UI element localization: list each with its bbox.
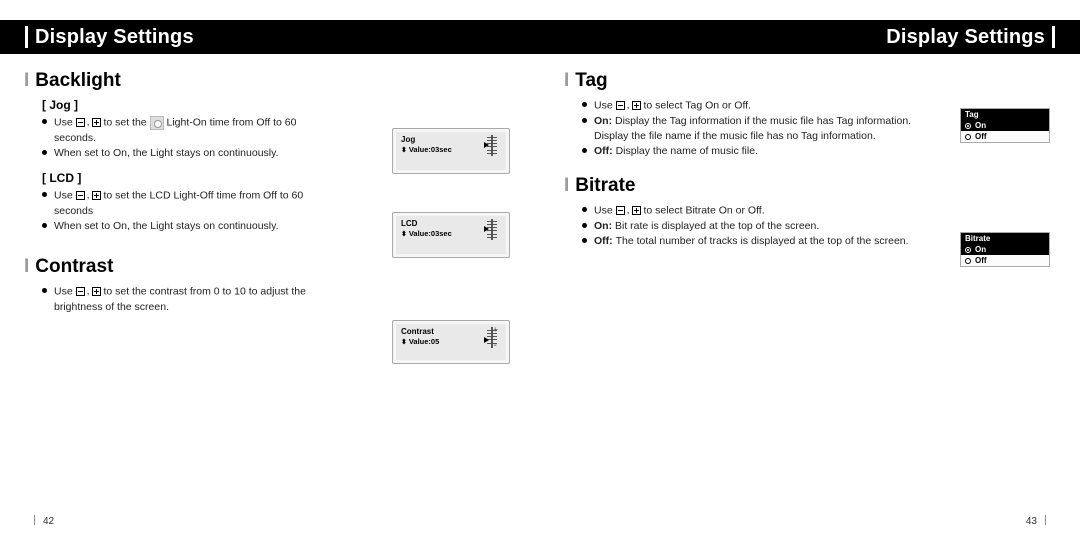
mock-option-off: Off — [961, 255, 1049, 266]
slider-track-icon — [480, 219, 502, 240]
minus-plus-icon: , — [76, 188, 101, 203]
bullets-lcd: Use , to set the LCD Light-Off time from… — [42, 188, 332, 234]
bullet: Use , to set the contrast from 0 to 10 t… — [42, 284, 332, 315]
section-marker-icon: I — [24, 70, 29, 92]
titlebar-right: Display Settings — [540, 20, 1080, 54]
section-heading: Bitrate — [575, 175, 635, 197]
minus-plus-icon: , — [76, 284, 101, 299]
bullet: Use , to set the Light-On time from Off … — [42, 115, 332, 146]
bullet: Off: The total number of tracks is displ… — [582, 234, 922, 249]
bullets-jog: Use , to set the Light-On time from Off … — [42, 115, 332, 161]
subhead-jog: [ Jog ] — [42, 98, 516, 112]
plus-icon — [632, 101, 641, 110]
mock-radio-bitrate: Bitrate On Off — [960, 232, 1050, 267]
radio-icon — [965, 123, 971, 129]
bullets-bitrate: Use , to select Bitrate On or Off. On: B… — [582, 203, 922, 249]
title-bar-ornament-icon — [25, 26, 28, 48]
page-left: Display Settings I Backlight [ Jog ] Use… — [0, 0, 540, 539]
mock-slider-jog: Jog Value:03sec — [392, 128, 510, 174]
bullet: Use , to set the LCD Light-Off time from… — [42, 188, 332, 219]
mock-radio-tag: Tag On Off — [960, 108, 1050, 143]
minus-icon — [76, 287, 85, 296]
minus-icon — [616, 206, 625, 215]
minus-icon — [76, 191, 85, 200]
bullet: Use , to select Bitrate On or Off. — [582, 203, 922, 219]
bullet: Use , to select Tag On or Off. — [582, 98, 922, 114]
mock-slider-contrast: Contrast Value:05 + - — [392, 320, 510, 364]
mock-title: Bitrate — [961, 233, 1049, 244]
minus-icon — [616, 101, 625, 110]
mock-title: Tag — [961, 109, 1049, 120]
section-heading: Backlight — [35, 70, 121, 92]
bullet: On: Display the Tag information if the m… — [582, 114, 922, 144]
slider-track-icon — [480, 135, 502, 156]
minus-icon — [76, 118, 85, 127]
section-contrast: I Contrast — [24, 256, 516, 278]
page-number: 43 — [1026, 515, 1046, 527]
slider-track-icon: + - — [480, 327, 502, 348]
bullet: On: Bit rate is displayed at the top of … — [582, 219, 922, 234]
bullet: When set to On, the Light stays on conti… — [42, 146, 332, 161]
section-marker-icon: I — [24, 256, 29, 278]
radio-icon — [965, 247, 971, 253]
minus-plus-icon: , — [616, 98, 641, 113]
section-tag: I Tag — [564, 70, 1056, 92]
plus-icon — [92, 191, 101, 200]
mock-option-on: On — [961, 120, 1049, 131]
bullet: When set to On, the Light stays on conti… — [42, 219, 332, 234]
page-right: Display Settings I Tag Use , to select T… — [540, 0, 1080, 539]
title-bar-ornament-icon — [1052, 26, 1055, 48]
bullets-contrast: Use , to set the contrast from 0 to 10 t… — [42, 284, 332, 315]
plus-icon — [92, 118, 101, 127]
page-title: Display Settings — [886, 26, 1045, 49]
bullets-tag: Use , to select Tag On or Off. On: Displ… — [582, 98, 922, 159]
page-title: Display Settings — [35, 26, 194, 49]
titlebar-left: Display Settings — [0, 20, 540, 54]
section-marker-icon: I — [564, 175, 569, 197]
minus-plus-icon: , — [616, 203, 641, 218]
light-icon — [150, 116, 164, 130]
page-spread: Display Settings I Backlight [ Jog ] Use… — [0, 0, 1080, 539]
minus-plus-icon: , — [76, 115, 101, 130]
page-number: 42 — [34, 515, 54, 527]
mock-option-off: Off — [961, 131, 1049, 142]
section-heading: Tag — [575, 70, 607, 92]
section-backlight: I Backlight — [24, 70, 516, 92]
section-bitrate: I Bitrate — [564, 175, 1056, 197]
section-marker-icon: I — [564, 70, 569, 92]
bullet: Off: Display the name of music file. — [582, 144, 922, 159]
radio-icon — [965, 258, 971, 264]
mock-option-on: On — [961, 244, 1049, 255]
plus-icon — [92, 287, 101, 296]
section-heading: Contrast — [35, 256, 113, 278]
radio-icon — [965, 134, 971, 140]
mock-slider-lcd: LCD Value:03sec — [392, 212, 510, 258]
plus-icon — [632, 206, 641, 215]
